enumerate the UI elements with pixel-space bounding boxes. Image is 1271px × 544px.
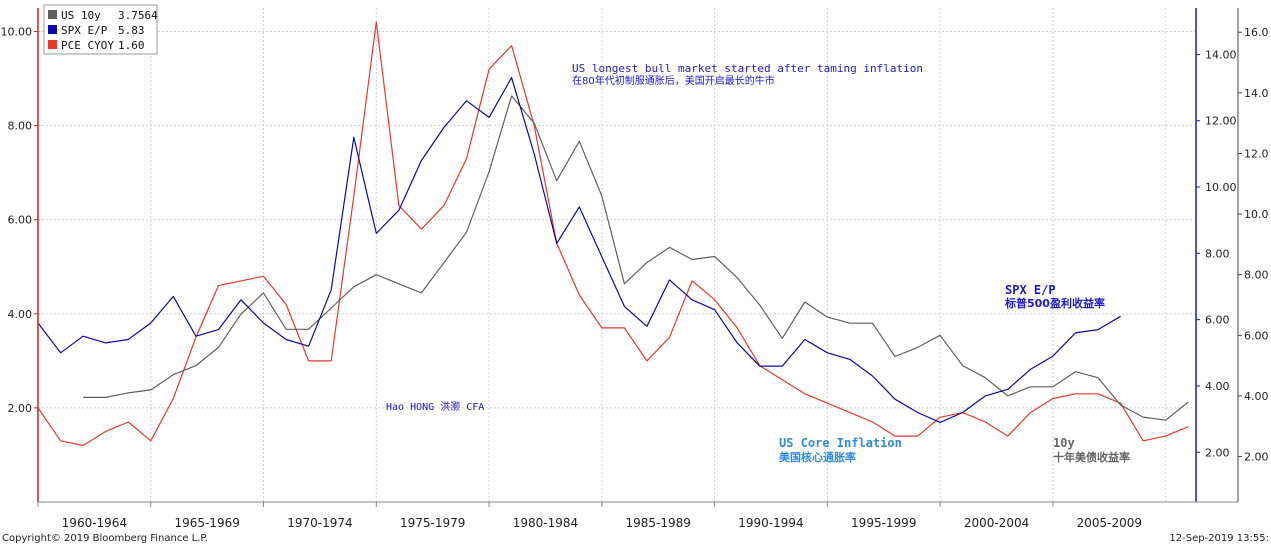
right-outer-axis-tick-label: 6.00 xyxy=(1244,329,1269,342)
annotation-10y-cn: 十年美债收益率 xyxy=(1053,450,1130,464)
right-inner-axis-tick-label: 12.00 xyxy=(1205,115,1237,128)
x-axis-category-label: 1975-1979 xyxy=(400,516,465,530)
annotation-bull-market-en: US longest bull market started after tam… xyxy=(572,62,923,75)
footer-timestamp: 12-Sep-2019 13:55: xyxy=(1169,533,1269,544)
x-axis-category-label: 1985-1989 xyxy=(626,516,691,530)
right-outer-axis-tick-label: 2.00 xyxy=(1244,451,1269,464)
annotation-core-inflation-en: US Core Inflation xyxy=(779,436,902,450)
legend-entry-pce: PCE CYOY 1.60 xyxy=(48,39,145,52)
legend-value-us10y: 3.7564 xyxy=(118,9,158,22)
right-inner-axis-tick-label: 4.00 xyxy=(1205,380,1230,393)
legend-swatch-pce xyxy=(48,40,57,49)
axes: 2.00 4.00 6.00 8.00 10.00 2.00 4.00 6.00 8.00 10.… xyxy=(1,8,1269,530)
right-inner-axis-tick-label: 10.00 xyxy=(1205,181,1237,194)
x-axis-category-label: 1960-1964 xyxy=(62,516,127,530)
legend-value-spx-ep: 5.83 xyxy=(118,24,145,37)
x-axis-category-label: 1980-1984 xyxy=(513,516,578,530)
right-outer-axis-tick-label: 16.0 xyxy=(1244,26,1269,39)
left-axis-tick-label: 4.00 xyxy=(8,308,33,321)
x-axis-category-label: 1995-1999 xyxy=(851,516,916,530)
annotations: US longest bull market started after tam… xyxy=(386,62,1130,464)
legend-label-spx-ep: SPX E/P xyxy=(61,24,108,37)
right-inner-axis-tick-label: 8.00 xyxy=(1205,247,1230,260)
x-axis-category-label: 1990-1994 xyxy=(738,516,803,530)
right-outer-axis-tick-label: 8.00 xyxy=(1244,269,1269,282)
series-line-us-10y xyxy=(83,95,1189,421)
right-inner-axis-tick-label: 14.00 xyxy=(1205,48,1237,61)
x-axis-category-label: 1970-1974 xyxy=(287,516,352,530)
series-line-spx-e-p xyxy=(37,76,1121,423)
series-lines xyxy=(37,21,1189,447)
legend-entry-spx-ep: SPX E/P 5.83 xyxy=(48,24,145,37)
legend-label-pce: PCE CYOY xyxy=(61,39,114,52)
legend-swatch-us10y xyxy=(48,10,57,19)
left-axis-tick-label: 10.00 xyxy=(1,26,33,39)
right-outer-axis-tick-label: 10.0 xyxy=(1244,208,1269,221)
x-axis-category-label: 1965-1969 xyxy=(174,516,239,530)
footer-copyright: Copyright© 2019 Bloomberg Finance L.P. xyxy=(2,533,208,544)
legend: US 10y 3.7564 SPX E/P 5.83 PCE CYOY 1.60 xyxy=(43,4,158,55)
right-outer-axis-tick-label: 4.00 xyxy=(1244,390,1269,403)
left-axis-tick-label: 8.00 xyxy=(8,120,33,133)
left-axis-tick-label: 2.00 xyxy=(8,402,33,415)
legend-value-pce: 1.60 xyxy=(118,39,145,52)
right-inner-axis-tick-label: 6.00 xyxy=(1205,314,1230,327)
series-line-pce-cyoy xyxy=(37,21,1189,447)
annotation-spx-ep-cn: 标普500盈利收益率 xyxy=(1004,296,1105,310)
annotation-author: Hao HONG 洪灏 CFA xyxy=(386,401,484,413)
left-axis-tick-label: 6.00 xyxy=(8,214,33,227)
legend-swatch-spx-ep xyxy=(48,25,57,34)
annotation-bull-market-cn: 在80年代初制服通胀后，美国开启最长的牛市 xyxy=(572,74,775,87)
right-inner-axis-tick-label: 2.00 xyxy=(1205,446,1230,459)
legend-box xyxy=(43,4,158,55)
right-outer-axis-tick-label: 14.0 xyxy=(1244,87,1269,100)
right-outer-axis-tick-label: 12.0 xyxy=(1244,147,1269,160)
annotation-core-inflation-cn: 美国核心通胀率 xyxy=(779,450,856,464)
annotation-10y-en: 10y xyxy=(1053,436,1075,450)
x-axis-category-label: 2005-2009 xyxy=(1077,516,1142,530)
x-axis-category-label: 2000-2004 xyxy=(964,516,1029,530)
legend-entry-us10y: US 10y 3.7564 xyxy=(48,9,158,22)
legend-label-us10y: US 10y xyxy=(61,9,101,22)
annotation-spx-ep-en: SPX E/P xyxy=(1005,283,1056,297)
